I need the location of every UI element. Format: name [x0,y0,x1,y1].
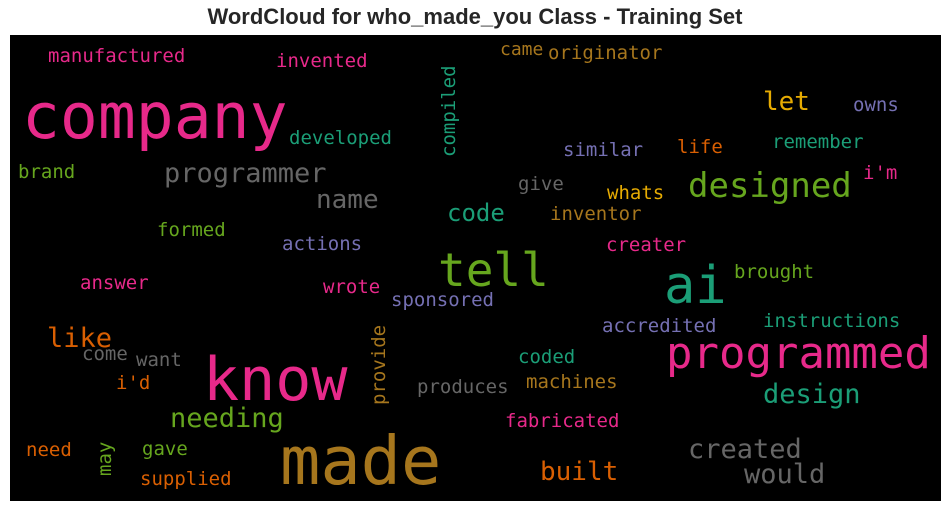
word-give: give [518,173,564,195]
word-designed: designed [688,166,852,206]
word-developed: developed [289,127,392,149]
word-needing: needing [170,403,284,434]
word-whats: whats [607,182,665,204]
word-accredited: accredited [602,315,717,337]
word-created: created [688,434,802,465]
word-answer: answer [80,272,149,294]
word-tell: tell [438,243,549,297]
chart-title: WordCloud for who_made_you Class - Train… [207,4,743,29]
word-like: like [47,323,113,354]
word-id: i'd [116,372,151,394]
word-name: name [316,185,379,215]
word-invented: invented [276,50,368,72]
word-originator: originator [548,42,663,64]
word-need: need [26,439,72,461]
word-fabricated: fabricated [505,410,620,432]
word-instructions: instructions [763,310,901,332]
word-remember: remember [772,131,864,153]
word-may: may [94,441,116,476]
word-programmer: programmer [164,158,327,189]
word-brought: brought [734,261,815,283]
word-compiled: compiled [438,65,460,157]
word-actions: actions [282,233,363,255]
word-gave: gave [142,438,188,460]
word-produces: produces [417,376,509,398]
word-built: built [540,457,619,487]
word-similar: similar [563,139,644,161]
word-came: came [500,39,544,60]
word-want: want [136,349,182,371]
word-owns: owns [853,94,899,116]
word-wrote: wrote [323,276,381,298]
word-supplied: supplied [140,468,232,490]
word-coded: coded [518,346,576,368]
word-know: know [203,345,348,415]
word-brand: brand [18,161,76,183]
word-formed: formed [157,219,226,241]
word-im: i'm [863,162,898,184]
word-made: made [280,422,442,500]
word-creater: creater [606,234,687,256]
word-inventor: inventor [550,203,642,225]
word-code: code [447,199,505,227]
word-come: come [82,343,128,365]
word-let: let [763,87,810,117]
word-machines: machines [526,371,618,393]
word-would: would [744,459,826,490]
word-ai: ai [664,256,727,316]
word-sponsored: sponsored [391,289,494,311]
word-manufactured: manufactured [48,45,186,67]
word-company: company [22,80,288,153]
word-design: design [763,379,861,410]
word-life: life [677,136,723,158]
word-cloud: company made know programmed ai tell des… [10,35,941,501]
word-programmed: programmed [666,328,931,379]
word-provide: provide [368,324,390,405]
